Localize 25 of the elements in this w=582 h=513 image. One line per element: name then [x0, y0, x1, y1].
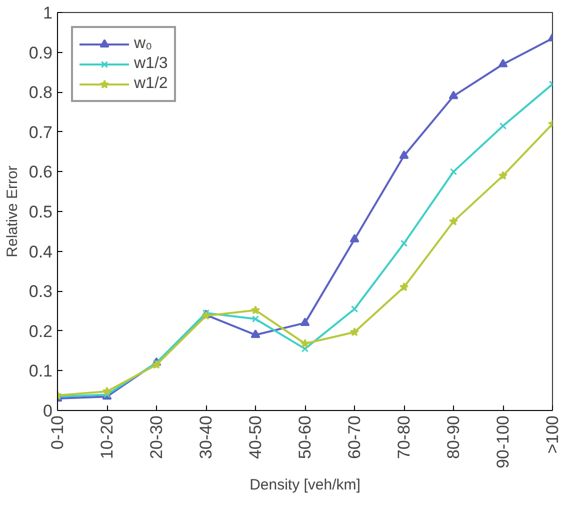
- legend-label: w1/3: [134, 55, 168, 73]
- y-tick-label: 1: [43, 4, 53, 22]
- x-tick-label: 50-60: [296, 415, 314, 459]
- legend-label: w₀: [134, 35, 154, 53]
- y-tick-label: 0.7: [28, 122, 53, 142]
- x-tick-label: 70-80: [394, 415, 414, 459]
- x-tick-label: 10-20: [98, 415, 116, 459]
- y-tick-label: 0.4: [28, 242, 53, 262]
- y-tick-label: 0.9: [28, 43, 53, 62]
- y-axis-title: Relative Error: [4, 166, 21, 258]
- y-tick-label: 0.6: [28, 162, 53, 182]
- y-tick-label: 0.5: [28, 202, 53, 222]
- y-tick-label: 0.1: [28, 362, 53, 381]
- x-tick-label: 90-100: [494, 415, 512, 468]
- y-tick-label: 0.8: [28, 83, 53, 102]
- y-tick-label: 0.2: [28, 322, 53, 341]
- x-tick-label: 30-40: [196, 415, 216, 459]
- y-tick-label: 0.3: [28, 282, 53, 302]
- x-tick-label: >100: [543, 415, 562, 454]
- x-tick-label: 20-30: [147, 415, 166, 459]
- x-axis-title: Density [veh/km]: [250, 476, 360, 494]
- x-tick-label: 80-90: [444, 415, 463, 459]
- x-tick-label: 60-70: [345, 415, 364, 459]
- x-tick-label: 40-50: [246, 415, 265, 459]
- legend-label: w1/2: [134, 75, 168, 93]
